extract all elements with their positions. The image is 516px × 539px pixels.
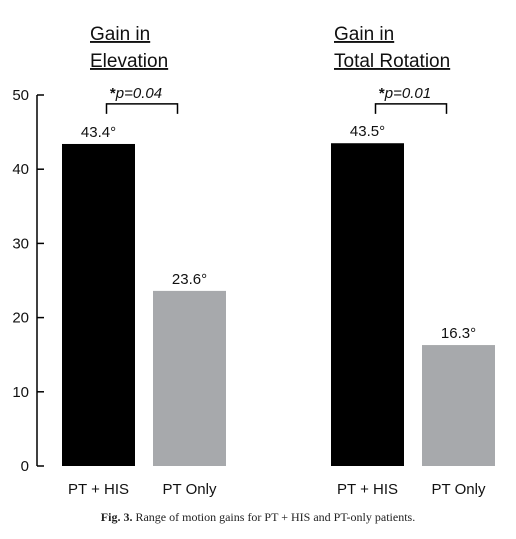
panel-title-line: Total Rotation (334, 51, 450, 72)
chart-panel: Gain in Elevation 43.4° PT + HIS 23.6° PT Onl… (62, 24, 226, 498)
significance-bracket (105, 103, 179, 114)
caption-text: Range of motion gains for PT + HIS and P… (135, 510, 416, 524)
bar (331, 143, 404, 467)
bar-value-label: 16.3° (441, 325, 476, 342)
y-tick-label: 30 (12, 235, 29, 252)
bar-value-label: 23.6° (172, 271, 207, 288)
significance-star: * (110, 85, 116, 102)
chart-panel: Gain in Total Rotation 43.5° PT + HIS 16.3° P… (331, 24, 495, 498)
category-label: PT Only (432, 481, 486, 498)
y-tick-label: 10 (12, 384, 29, 401)
significance-label: *p=0.01 (379, 85, 431, 102)
bar-chart: 0 10 20 30 40 50 Gain in Elevation 43.4° PT + HI… (12, 24, 495, 498)
category-label: PT + HIS (68, 481, 129, 498)
bar-value-label: 43.4° (81, 124, 116, 141)
category-label: PT Only (163, 481, 217, 498)
y-axis: 0 10 20 30 40 50 (12, 87, 44, 475)
category-label: PT + HIS (337, 481, 398, 498)
panel-title-line: Gain in (334, 24, 394, 45)
significance-p-value: p=0.04 (115, 85, 162, 102)
y-tick-label: 0 (21, 458, 29, 475)
significance-label: *p=0.04 (110, 85, 162, 102)
significance-star: * (379, 85, 385, 102)
y-tick-label: 50 (12, 87, 29, 104)
figure-caption: Fig. 3. Range of motion gains for PT + H… (0, 510, 516, 525)
significance-bracket (374, 103, 448, 114)
y-tick-label: 20 (12, 310, 29, 327)
bar-value-label: 43.5° (350, 123, 385, 140)
panel-title-line: Elevation (90, 51, 168, 72)
caption-figure-number: Fig. 3. (100, 510, 133, 524)
y-tick-label: 40 (12, 161, 29, 178)
significance-p-value: p=0.01 (384, 85, 431, 102)
bar (62, 143, 135, 467)
chart-panels: Gain in Elevation 43.4° PT + HIS 23.6° PT Onl… (62, 24, 495, 498)
panel-title-line: Gain in (90, 24, 150, 45)
bar (153, 290, 226, 466)
bar (422, 345, 495, 466)
